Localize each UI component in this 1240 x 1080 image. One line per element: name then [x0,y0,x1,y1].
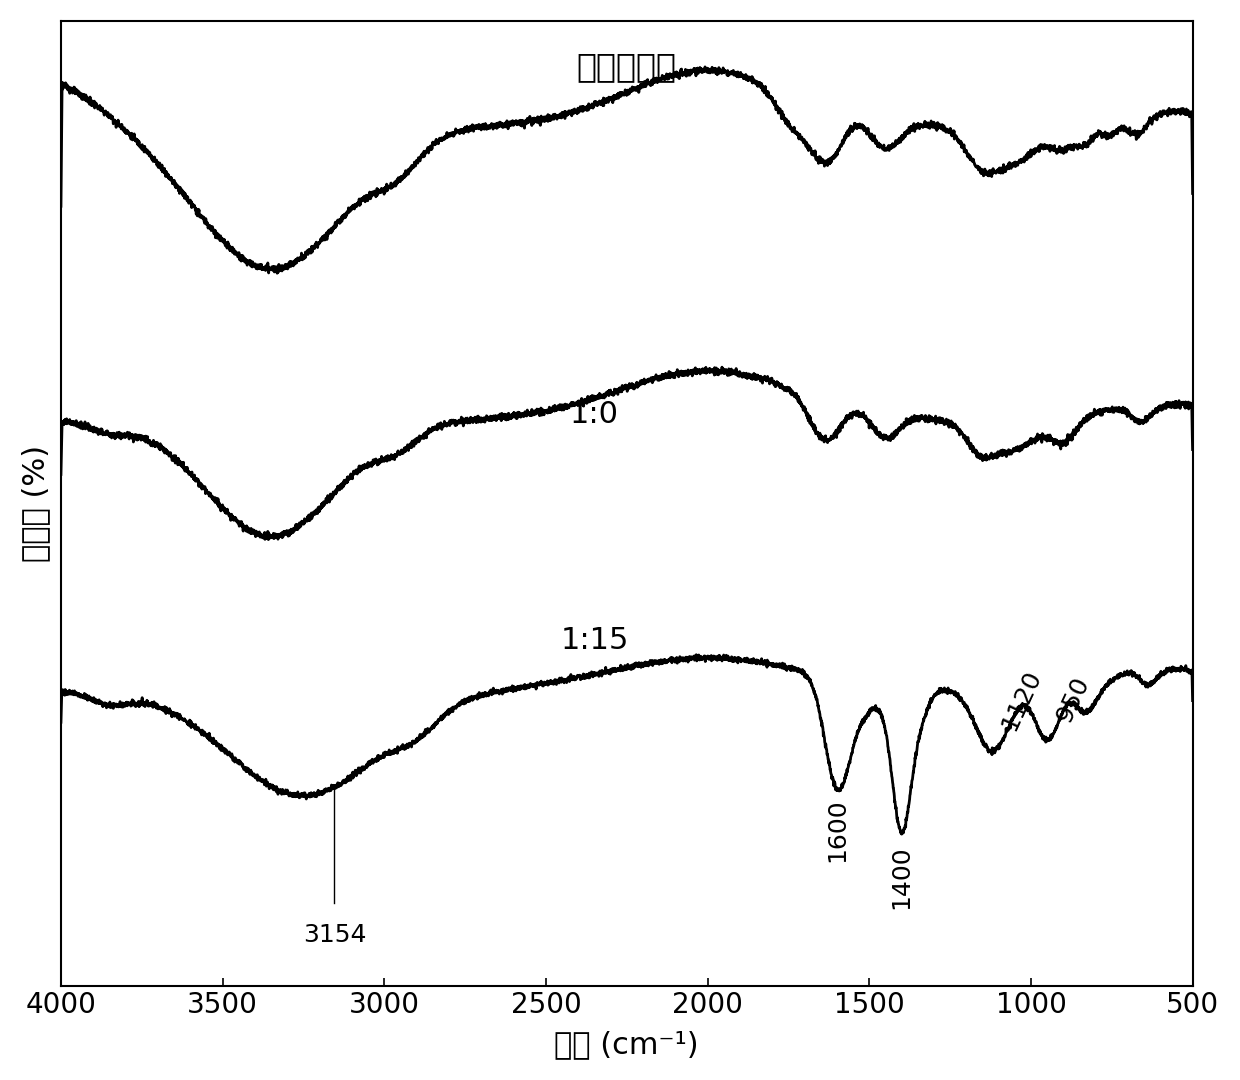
Text: 950: 950 [1052,673,1094,726]
Text: 1120: 1120 [997,666,1045,734]
Text: 1600: 1600 [825,799,849,863]
Text: 1400: 1400 [889,846,914,908]
Text: 1:0: 1:0 [570,400,619,429]
Text: 氧化纤维素: 氧化纤维素 [577,50,677,83]
Y-axis label: 透过率 (%): 透过率 (%) [21,445,50,562]
X-axis label: 波长 (cm⁻¹): 波长 (cm⁻¹) [554,1030,699,1059]
Text: 1:15: 1:15 [560,626,629,656]
Text: 3154: 3154 [303,922,366,947]
